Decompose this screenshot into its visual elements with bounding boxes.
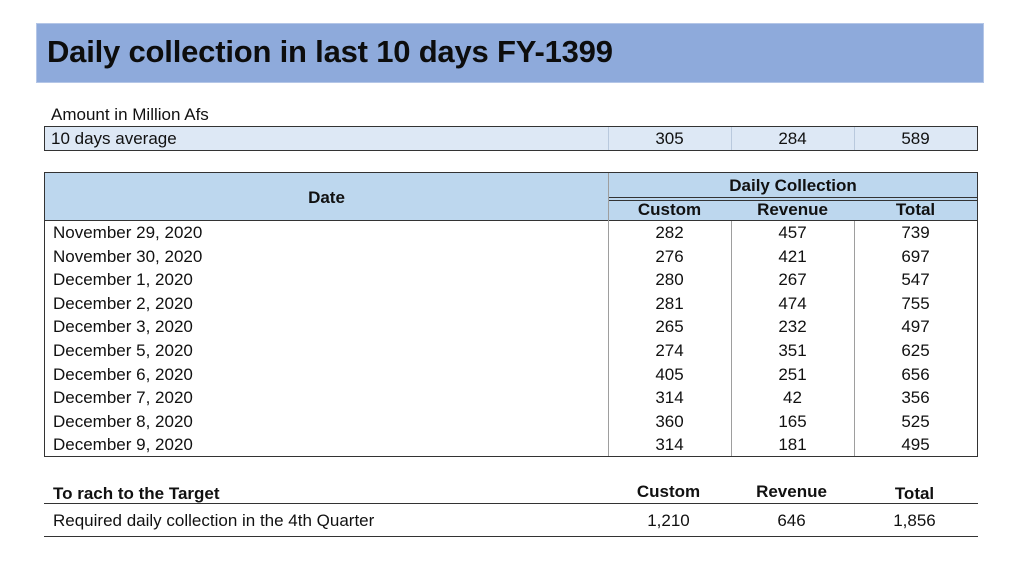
average-custom: 305	[655, 129, 684, 148]
row-custom: 281	[655, 293, 684, 313]
row-date: December 9, 2020	[53, 435, 193, 455]
table-row: December 6, 2020 405 251 656	[45, 364, 977, 388]
target-custom-value: 1,210	[647, 511, 690, 530]
table-row: November 30, 2020 276 421 697	[45, 246, 977, 270]
row-date: November 30, 2020	[53, 246, 203, 266]
row-date: December 1, 2020	[53, 270, 193, 290]
average-revenue: 284	[778, 129, 807, 148]
row-total: 625	[901, 340, 930, 360]
column-divider	[731, 127, 732, 150]
row-date: December 8, 2020	[53, 411, 193, 431]
row-total: 356	[901, 388, 930, 408]
row-custom: 314	[655, 435, 684, 455]
column-divider	[854, 127, 855, 150]
row-total: 525	[901, 411, 930, 431]
row-revenue: 351	[778, 340, 807, 360]
row-custom: 280	[655, 270, 684, 290]
title-banner: Daily collection in last 10 days FY-1399	[36, 23, 984, 83]
row-revenue: 267	[778, 270, 807, 290]
row-custom: 274	[655, 340, 684, 360]
page-title: Daily collection in last 10 days FY-1399	[47, 34, 613, 69]
row-custom: 314	[655, 388, 684, 408]
average-row: 10 days average 305 284 589	[44, 126, 978, 151]
table-row: December 1, 2020 280 267 547	[45, 269, 977, 293]
row-total: 739	[901, 223, 930, 242]
target-row-label: Required daily collection in the 4th Qua…	[53, 511, 375, 530]
target-rule	[44, 536, 978, 537]
target-custom-header: Custom	[636, 482, 701, 501]
column-divider	[854, 221, 855, 456]
table-row: December 2, 2020 281 474 755	[45, 293, 977, 317]
row-total: 697	[901, 246, 930, 266]
row-total: 497	[901, 317, 930, 337]
row-revenue: 42	[783, 388, 802, 408]
table-row: November 29, 2020 282 457 739	[45, 222, 977, 246]
column-divider	[608, 127, 609, 150]
target-rule	[44, 503, 978, 504]
column-divider	[731, 221, 732, 456]
row-date: November 29, 2020	[53, 223, 203, 242]
table-row: December 3, 2020 265 232 497	[45, 316, 977, 340]
row-custom: 405	[655, 364, 684, 384]
row-revenue: 457	[778, 223, 807, 242]
target-total-header: Total	[894, 484, 935, 503]
row-revenue: 421	[778, 246, 807, 266]
row-custom: 265	[655, 317, 684, 337]
table-header: Date Daily Collection Custom Revenue Tot…	[45, 173, 978, 221]
row-custom: 276	[655, 246, 684, 266]
row-revenue: 251	[778, 364, 807, 384]
row-revenue: 181	[778, 435, 807, 455]
unit-label: Amount in Million Afs	[51, 105, 209, 124]
daily-collection-header: Daily Collection	[729, 176, 857, 195]
custom-column-header: Custom	[637, 200, 702, 219]
row-date: December 7, 2020	[53, 388, 193, 408]
date-column-header: Date	[308, 188, 345, 207]
row-date: December 6, 2020	[53, 364, 193, 384]
row-total: 755	[901, 293, 930, 313]
row-total: 495	[901, 435, 930, 455]
row-date: December 5, 2020	[53, 340, 193, 360]
target-total-value: 1,856	[893, 511, 936, 530]
row-custom: 282	[655, 223, 684, 242]
header-rule	[608, 200, 978, 201]
column-divider	[608, 173, 609, 456]
row-revenue: 232	[778, 317, 807, 337]
row-revenue: 165	[778, 411, 807, 431]
table-body: November 29, 2020 282 457 739 November 30, 2…	[45, 222, 977, 458]
revenue-column-header: Revenue	[757, 200, 828, 219]
daily-collection-table: Date Daily Collection Custom Revenue Tot…	[44, 172, 978, 457]
table-row: December 9, 2020 314 181 495	[45, 434, 977, 458]
row-total: 547	[901, 270, 930, 290]
header-rule	[45, 220, 977, 221]
row-date: December 3, 2020	[53, 317, 193, 337]
table-row: December 5, 2020 274 351 625	[45, 340, 977, 364]
average-total: 589	[901, 129, 930, 148]
row-total: 656	[901, 364, 930, 384]
row-revenue: 474	[778, 293, 807, 313]
table-row: December 7, 2020 314 42 356	[45, 387, 977, 411]
target-revenue-header: Revenue	[756, 482, 827, 501]
row-date: December 2, 2020	[53, 293, 193, 313]
average-label: 10 days average	[51, 129, 177, 148]
target-heading: To rach to the Target	[53, 484, 220, 503]
target-revenue-value: 646	[777, 511, 806, 530]
row-custom: 360	[655, 411, 684, 431]
total-column-header: Total	[895, 200, 936, 219]
header-rule	[608, 197, 978, 198]
table-row: December 8, 2020 360 165 525	[45, 411, 977, 435]
